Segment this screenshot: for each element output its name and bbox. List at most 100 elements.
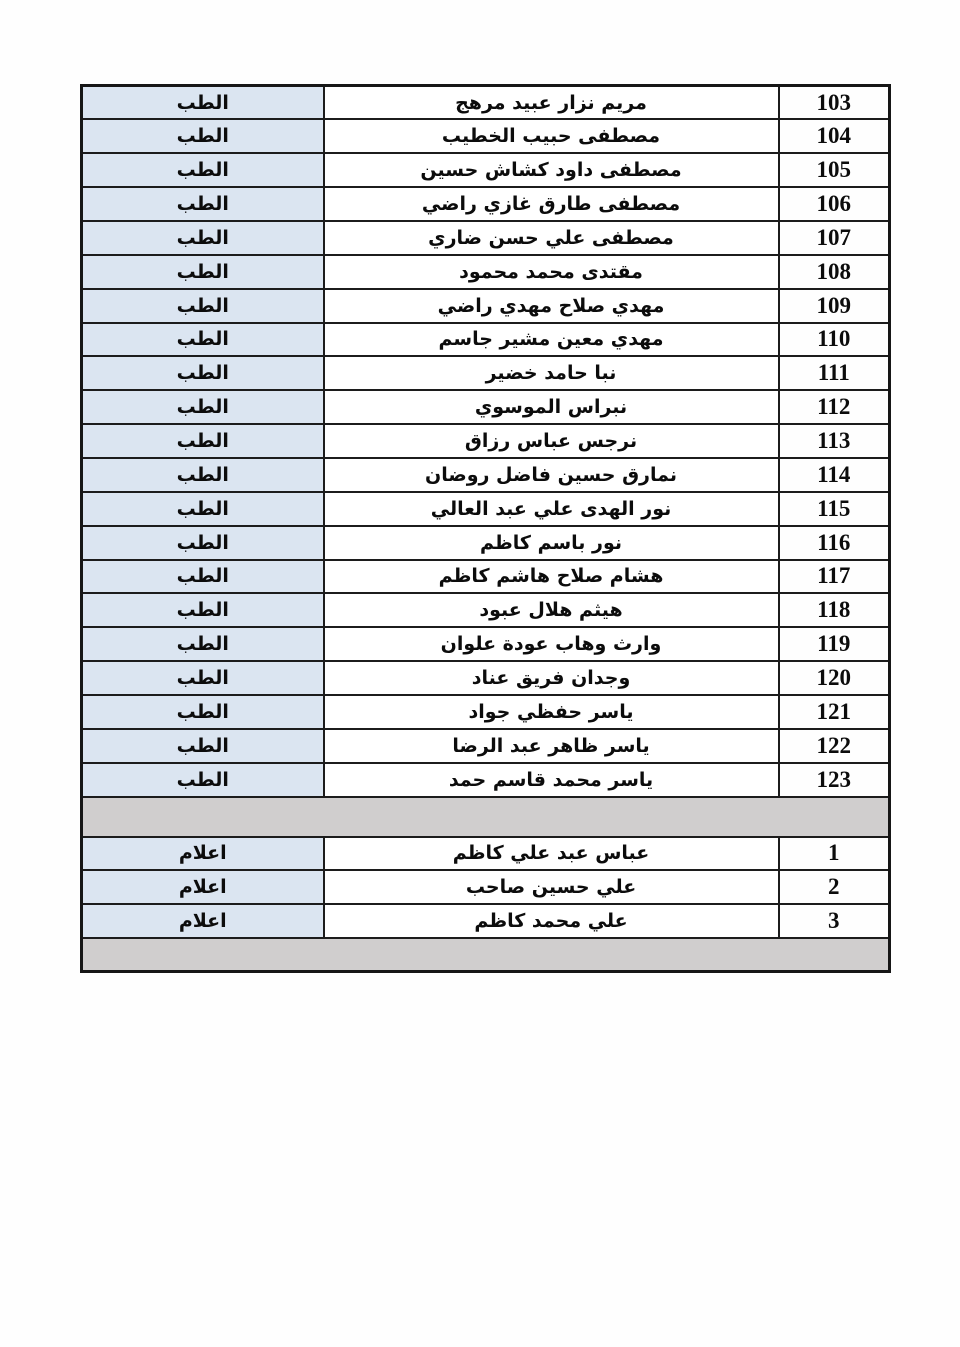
cell-number: 103 (777, 84, 891, 121)
cell-name: هيثم هلال عبود (322, 592, 780, 629)
cell-name: نمارق حسين فاضل روضان (322, 456, 780, 493)
cell-number: 118 (777, 592, 891, 629)
roster-table: 103 مريم نزار عبيد مرهج الطب 104 مصطفى حبيب … (80, 84, 891, 973)
cell-category: اعلام (80, 869, 325, 906)
cell-number: 109 (777, 287, 891, 324)
cell-category: اعلام (80, 835, 325, 872)
table-row: 123 ياسر محمد قاسم حمد الطب (80, 761, 891, 798)
cell-number: 119 (777, 626, 891, 663)
cell-number: 122 (777, 727, 891, 764)
table-row: 115 نور الهدى علي عبد العالي الطب (80, 490, 891, 527)
cell-category: الطب (80, 423, 325, 459)
cell-category: الطب (80, 355, 325, 392)
cell-name: مصطفى طارق غازي راضي (322, 186, 780, 222)
table-row: 114 نمارق حسين فاضل روضان الطب (80, 456, 891, 493)
cell-number: 110 (777, 321, 891, 358)
cell-number: 117 (777, 558, 891, 595)
table-row: 121 ياسر حفظي جواد الطب (80, 693, 891, 730)
cell-name: علي حسين صاحب (322, 869, 780, 906)
cell-number: 121 (777, 693, 891, 730)
cell-name: وارث وهاب عودة علوان (322, 626, 780, 663)
cell-category: الطب (80, 693, 325, 730)
table-row: 110 مهدي معين مشير جاسم الطب (80, 321, 891, 358)
table-row: 112 نبراس الموسوي الطب (80, 389, 891, 426)
cell-name: مهدي صلاح مهدي راضي (322, 287, 780, 324)
cell-name: وجدان فريق عناد (322, 660, 780, 696)
cell-name: علي محمد كاظم (322, 903, 780, 940)
cell-category: الطب (80, 727, 325, 764)
cell-number: 105 (777, 152, 891, 189)
cell-category: الطب (80, 253, 325, 290)
cell-name: مصطفى داود كشاش حسين (322, 152, 780, 189)
cell-number: 114 (777, 456, 891, 493)
cell-name: نبراس الموسوي (322, 389, 780, 426)
cell-number: 108 (777, 253, 891, 290)
cell-number: 2 (777, 869, 891, 906)
cell-name: نرجس عباس رزاق (322, 423, 780, 459)
cell-name: مهدي معين مشير جاسم (322, 321, 780, 358)
table-row: 104 مصطفى حبيب الخطيب الطب (80, 118, 891, 155)
table-row: 1 عباس عبد علي كاظم اعلام (80, 835, 891, 872)
separator-row (80, 937, 891, 973)
cell-category: الطب (80, 152, 325, 189)
cell-name: ياسر محمد قاسم حمد (322, 761, 780, 798)
table-row: 108 مقتدى محمد محمود الطب (80, 253, 891, 290)
cell-name: مصطفى علي حسن ضاري (322, 219, 780, 256)
table-row: 111 نبا حامد خضير الطب (80, 355, 891, 392)
cell-number: 111 (777, 355, 891, 392)
table-row: 118 هيثم هلال عبود الطب (80, 592, 891, 629)
separator-cell (80, 937, 891, 973)
cell-number: 112 (777, 389, 891, 426)
table-row: 3 علي محمد كاظم اعلام (80, 903, 891, 940)
cell-category: الطب (80, 626, 325, 663)
cell-name: ياسر حفظي جواد (322, 693, 780, 730)
table-row: 106 مصطفى طارق غازي راضي الطب (80, 186, 891, 222)
table-row: 107 مصطفى علي حسن ضاري الطب (80, 219, 891, 256)
cell-category: الطب (80, 287, 325, 324)
table-row: 2 علي حسين صاحب اعلام (80, 869, 891, 906)
table-row: 122 ياسر ظاهر عبد الرضا الطب (80, 727, 891, 764)
cell-category: اعلام (80, 903, 325, 940)
cell-name: نور باسم كاظم (322, 524, 780, 561)
table-row: 119 وارث وهاب عودة علوان الطب (80, 626, 891, 663)
cell-category: الطب (80, 456, 325, 493)
cell-category: الطب (80, 490, 325, 527)
cell-number: 107 (777, 219, 891, 256)
cell-number: 113 (777, 423, 891, 459)
cell-name: مريم نزار عبيد مرهج (322, 84, 780, 121)
cell-name: ياسر ظاهر عبد الرضا (322, 727, 780, 764)
cell-category: الطب (80, 321, 325, 358)
cell-category: الطب (80, 660, 325, 696)
cell-category: الطب (80, 389, 325, 426)
cell-name: عباس عبد علي كاظم (322, 835, 780, 872)
cell-number: 106 (777, 186, 891, 222)
cell-name: نبا حامد خضير (322, 355, 780, 392)
cell-category: الطب (80, 219, 325, 256)
cell-number: 1 (777, 835, 891, 872)
cell-category: الطب (80, 761, 325, 798)
separator-cell (80, 795, 891, 838)
separator-row (80, 795, 891, 838)
cell-category: الطب (80, 118, 325, 155)
table-row: 120 وجدان فريق عناد الطب (80, 660, 891, 696)
cell-number: 104 (777, 118, 891, 155)
table-row: 103 مريم نزار عبيد مرهج الطب (80, 84, 891, 121)
cell-name: هشام صلاح هاشم كاظم (322, 558, 780, 595)
cell-number: 115 (777, 490, 891, 527)
table-row: 113 نرجس عباس رزاق الطب (80, 423, 891, 459)
cell-name: مقتدى محمد محمود (322, 253, 780, 290)
cell-name: نور الهدى علي عبد العالي (322, 490, 780, 527)
cell-number: 123 (777, 761, 891, 798)
cell-category: الطب (80, 592, 325, 629)
table-row: 109 مهدي صلاح مهدي راضي الطب (80, 287, 891, 324)
cell-number: 116 (777, 524, 891, 561)
table-row: 117 هشام صلاح هاشم كاظم الطب (80, 558, 891, 595)
cell-name: مصطفى حبيب الخطيب (322, 118, 780, 155)
cell-category: الطب (80, 558, 325, 595)
table-row: 105 مصطفى داود كشاش حسين الطب (80, 152, 891, 189)
cell-category: الطب (80, 84, 325, 121)
table-row: 116 نور باسم كاظم الطب (80, 524, 891, 561)
cell-number: 120 (777, 660, 891, 696)
cell-category: الطب (80, 186, 325, 222)
